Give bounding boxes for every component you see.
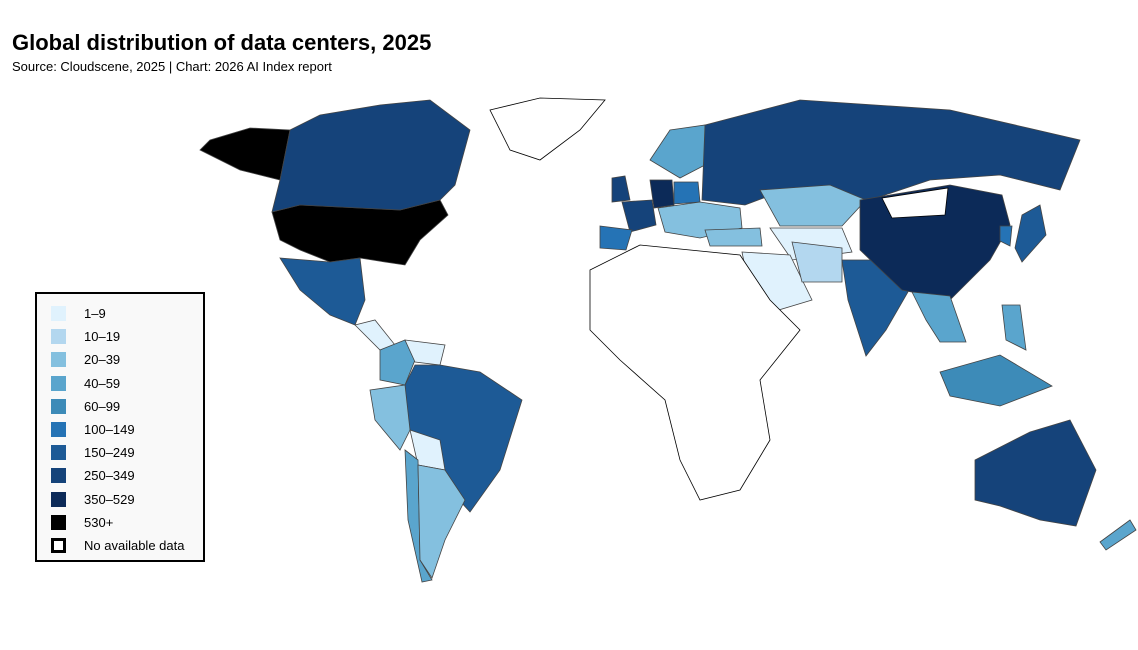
country-united-kingdom: United Kingdom (611, 175, 631, 203)
legend-swatch (51, 491, 66, 507)
country-greenland: Greenland (489, 97, 606, 161)
legend-swatch (51, 422, 66, 438)
country-southeast-asia: Southeast Asia (911, 291, 967, 343)
legend-item: 150–249 (37, 441, 203, 464)
country-chile: Chile (404, 449, 433, 583)
legend-swatch (51, 514, 66, 530)
country-philippines: Philippines (1001, 304, 1027, 351)
country-colombia: Colombia (379, 339, 416, 386)
country-poland: Poland (673, 181, 701, 205)
legend-item: 60–99 (37, 395, 203, 418)
legend-label: 10–19 (84, 329, 121, 345)
legend-swatch (51, 537, 66, 553)
country-iran: Iran (791, 241, 843, 283)
legend-label: 60–99 (84, 398, 121, 414)
legend-item: 20–39 (37, 348, 203, 371)
legend-label: 40–59 (84, 375, 121, 391)
legend-item: No available data (37, 534, 203, 557)
legend-label: 1–9 (84, 306, 106, 322)
country-argentina: Argentina (417, 464, 466, 579)
country-central-america: Central America (354, 319, 396, 351)
legend-swatch (51, 445, 66, 461)
legend-item: 350–529 (37, 488, 203, 511)
legend-swatch (51, 329, 66, 345)
legend-swatch (51, 468, 66, 484)
legend: 1–9 10–19 20–39 40–59 60–99 100–149 150–249 250… (35, 292, 205, 562)
country-canada: Canada (271, 99, 471, 213)
country-united-states: United States (199, 127, 291, 181)
country-spain: Spain (599, 225, 633, 251)
legend-item: 100–149 (37, 418, 203, 441)
country-africa: Africa (589, 244, 801, 501)
legend-label: No available data (84, 537, 185, 553)
country-eastern-europe: Eastern Europe (657, 201, 743, 239)
country-united-states: United States (271, 199, 449, 266)
country-france: France (621, 199, 657, 233)
country-south-korea: South Korea (999, 225, 1013, 247)
legend-label: 20–39 (84, 352, 121, 368)
legend-item: 40–59 (37, 372, 203, 395)
country-turkey: Turkey (704, 227, 763, 247)
legend-label: 350–529 (84, 491, 135, 507)
legend-item: 1–9 (37, 302, 203, 325)
country-kazakhstan: Kazakhstan (759, 184, 867, 227)
chart-subtitle: Source: Cloudscene, 2025 | Chart: 2026 A… (12, 59, 332, 74)
legend-swatch (51, 398, 66, 414)
legend-item: 10–19 (37, 325, 203, 348)
country-mongolia: Mongolia (881, 187, 949, 219)
legend-item: 250–349 (37, 464, 203, 487)
legend-item: 530+ (37, 511, 203, 534)
country-indonesia: Indonesia (939, 354, 1053, 407)
legend-label: 530+ (84, 514, 114, 530)
legend-swatch (51, 375, 66, 391)
country-germany: Germany (649, 179, 675, 209)
country-nordics: Nordics (649, 124, 706, 179)
legend-label: 150–249 (84, 445, 135, 461)
country-new-zealand: New Zealand (1099, 519, 1137, 551)
country-peru: Peru (369, 384, 411, 451)
country-japan: Japan (1014, 204, 1047, 263)
country-mexico: Mexico (279, 257, 366, 326)
chart-title: Global distribution of data centers, 202… (12, 30, 432, 55)
legend-swatch (51, 306, 66, 322)
legend-swatch (51, 352, 66, 368)
legend-label: 100–149 (84, 422, 135, 438)
legend-label: 250–349 (84, 468, 135, 484)
country-australia: Australia (974, 419, 1097, 527)
country-russia: Russia (701, 99, 1081, 206)
